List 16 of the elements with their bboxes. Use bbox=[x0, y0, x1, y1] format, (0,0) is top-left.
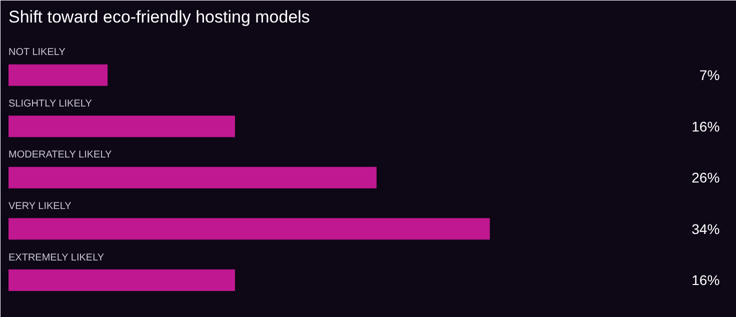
y-tick-label: VERY LIKELY bbox=[8, 200, 72, 212]
bar bbox=[8, 166, 377, 188]
chart-title: Shift toward eco-friendly hosting models bbox=[8, 8, 310, 26]
y-tick-label: EXTREMELY LIKELY bbox=[8, 252, 104, 264]
data-label: 16% bbox=[692, 272, 720, 288]
bar bbox=[8, 218, 490, 240]
y-tick-label: SLIGHTLY LIKELY bbox=[8, 98, 92, 110]
bar bbox=[8, 269, 236, 291]
data-label: 7% bbox=[699, 67, 720, 84]
data-label: 26% bbox=[692, 170, 720, 186]
bar bbox=[8, 116, 236, 138]
y-tick-label: NOT LIKELY bbox=[8, 47, 66, 58]
data-label: 34% bbox=[692, 220, 720, 237]
y-tick-label: MODERATELY LIKELY bbox=[8, 150, 112, 161]
bar bbox=[8, 64, 108, 86]
data-label: 16% bbox=[692, 118, 720, 134]
